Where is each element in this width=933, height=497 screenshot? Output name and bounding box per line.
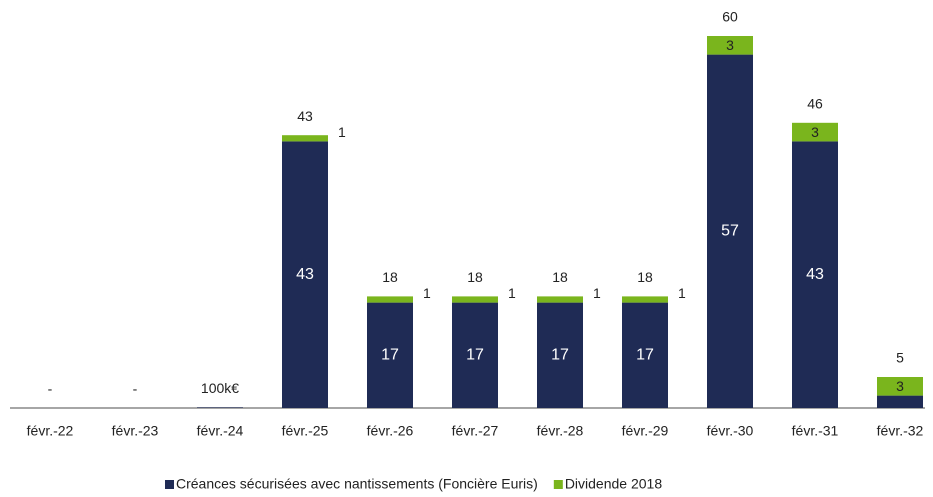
x-tick-label: févr.-23 [112,423,159,439]
bar-segment [452,296,498,303]
total-label: 18 [467,269,483,285]
bar-segment [537,302,583,408]
segment-label: 3 [811,124,819,140]
bar-segment [367,302,413,408]
bar-segment [282,135,328,142]
total-label: 46 [807,96,823,112]
x-tick-label: févr.-24 [197,423,244,439]
total-label: - [48,381,53,397]
x-tick-label: févr.-25 [282,423,329,439]
total-label: - [133,381,138,397]
segment-label: 17 [636,347,654,364]
total-label: 100k€ [201,380,239,396]
total-label: 60 [722,9,738,25]
bar-segment [452,302,498,408]
x-tick-label: févr.-27 [452,423,499,439]
segment-label: 1 [593,285,601,301]
x-tick-label: févr.-32 [877,423,924,439]
bar-segment [707,36,753,55]
x-tick-label: févr.-30 [707,423,754,439]
bar-segment [622,296,668,303]
segment-label: 1 [508,285,516,301]
segment-label: 1 [423,285,431,301]
bar-segment [282,141,328,408]
bar-segment [792,141,838,408]
segment-label: 1 [678,285,686,301]
x-tick-label: févr.-26 [367,423,414,439]
bar-segment [792,122,838,142]
x-tick-label: févr.-28 [537,423,584,439]
x-tick-label: févr.-22 [27,423,74,439]
total-label: 18 [382,269,398,285]
segment-label: 43 [806,266,824,283]
bar-segment [197,407,243,408]
x-tick-label: févr.-31 [792,423,839,439]
legend-swatch [553,480,563,489]
bar-segment [707,54,753,408]
legend-label: Créances sécurisées avec nantissements (… [176,476,538,492]
segment-label: 57 [721,223,739,240]
segment-label: 17 [551,347,569,364]
bar-segment [877,377,923,396]
bar-segment [367,296,413,303]
legend-swatch [165,480,174,489]
total-label: 43 [297,108,313,124]
segment-label: 3 [726,37,734,53]
total-label: 18 [552,269,568,285]
bar-segment [622,302,668,408]
segment-label: 17 [466,347,484,364]
total-label: 5 [896,350,904,366]
bar-segment [877,395,923,408]
segment-label: 17 [381,347,399,364]
total-label: 18 [637,269,653,285]
x-tick-label: févr.-29 [622,423,669,439]
segment-label: 1 [338,124,346,140]
segment-label: 3 [896,378,904,394]
segment-label: 43 [296,266,314,283]
legend-label: Dividende 2018 [565,476,663,492]
bar-segment [537,296,583,303]
